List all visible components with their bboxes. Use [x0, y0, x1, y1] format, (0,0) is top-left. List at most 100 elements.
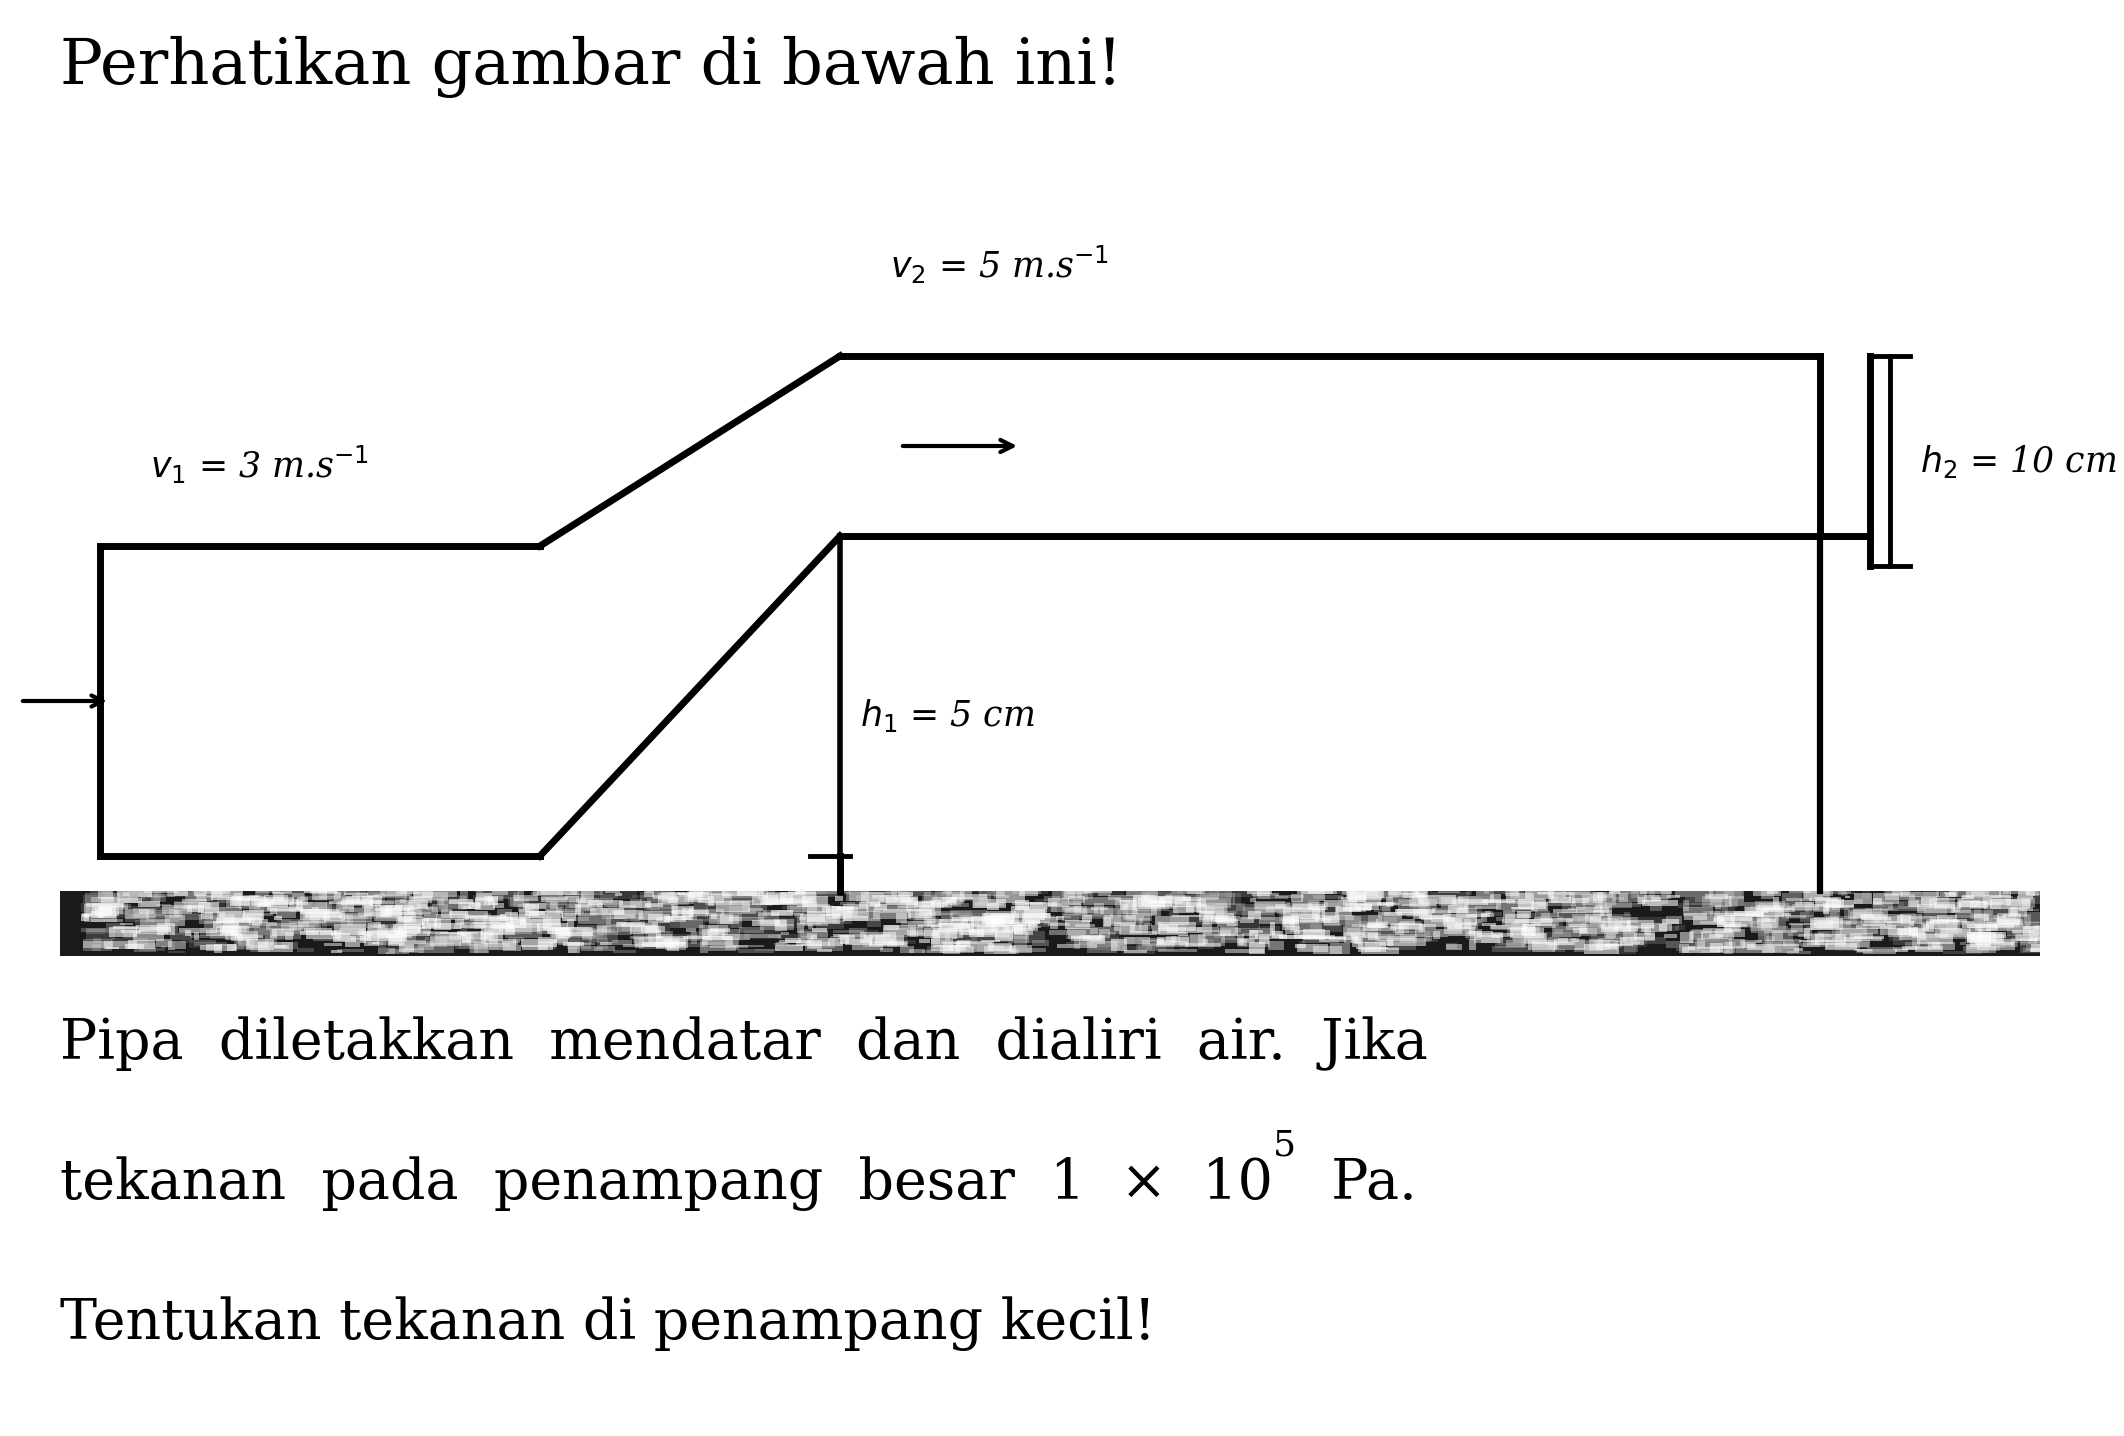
Bar — [1368, 915, 1378, 926]
Bar — [924, 918, 939, 923]
Bar — [1975, 913, 1988, 920]
Bar — [1145, 923, 1151, 926]
Bar — [1572, 913, 1589, 919]
Bar — [1723, 899, 1737, 908]
Bar — [1752, 885, 1782, 896]
Bar — [1449, 905, 1468, 913]
Bar — [121, 931, 142, 932]
Bar — [1124, 900, 1164, 908]
Bar — [680, 916, 705, 928]
Bar — [2003, 883, 2031, 893]
Bar — [98, 906, 117, 918]
Bar — [1661, 919, 1680, 925]
Bar — [1383, 916, 1398, 923]
Bar — [692, 886, 729, 898]
Bar — [338, 900, 374, 906]
Bar — [646, 926, 665, 932]
Bar — [1338, 896, 1344, 905]
Bar — [845, 939, 873, 945]
Bar — [1827, 916, 1856, 925]
Bar — [380, 890, 412, 898]
Bar — [1850, 933, 1873, 939]
Bar — [1090, 890, 1124, 896]
Bar — [321, 906, 344, 916]
Bar — [1062, 902, 1081, 910]
Bar — [251, 900, 268, 906]
Bar — [695, 900, 716, 906]
Bar — [1510, 889, 1521, 899]
Bar — [1444, 918, 1455, 922]
Bar — [1982, 899, 2003, 903]
Bar — [576, 906, 588, 910]
Bar — [1627, 920, 1655, 928]
Bar — [506, 929, 542, 938]
Bar — [1389, 935, 1425, 938]
Bar — [316, 903, 348, 912]
Bar — [1351, 933, 1366, 936]
Bar — [323, 915, 353, 926]
Bar — [1476, 890, 1493, 903]
Bar — [1421, 912, 1429, 915]
Bar — [960, 890, 964, 902]
Bar — [1897, 915, 1912, 920]
Bar — [2024, 926, 2048, 929]
Bar — [312, 932, 344, 935]
Bar — [796, 941, 830, 946]
Bar — [1538, 902, 1576, 906]
Bar — [140, 926, 170, 932]
Bar — [1243, 933, 1274, 936]
Bar — [130, 913, 166, 916]
Bar — [924, 919, 947, 926]
Bar — [1391, 923, 1421, 929]
Bar — [737, 886, 765, 896]
Bar — [342, 920, 374, 928]
Bar — [134, 920, 166, 926]
Bar — [1631, 889, 1640, 898]
Bar — [595, 948, 603, 951]
Bar — [1051, 887, 1075, 899]
Bar — [306, 912, 342, 918]
Bar — [1886, 922, 1914, 926]
Bar — [323, 943, 342, 946]
Bar — [1234, 928, 1272, 933]
Bar — [119, 906, 155, 912]
Bar — [544, 918, 561, 929]
Bar — [1119, 932, 1158, 935]
Bar — [537, 886, 576, 895]
Bar — [444, 900, 463, 910]
Bar — [1170, 915, 1209, 925]
Bar — [312, 908, 319, 910]
Bar — [234, 936, 255, 949]
Bar — [1412, 910, 1451, 919]
Bar — [85, 913, 117, 922]
Bar — [210, 890, 242, 900]
Bar — [206, 929, 236, 936]
Bar — [937, 923, 973, 932]
Bar — [138, 909, 155, 913]
Bar — [433, 919, 450, 929]
Bar — [909, 913, 928, 920]
Bar — [1145, 900, 1172, 903]
Bar — [242, 910, 263, 920]
Bar — [1612, 890, 1648, 902]
Bar — [1909, 916, 1935, 919]
Bar — [455, 925, 482, 929]
Bar — [1512, 920, 1519, 925]
Bar — [259, 900, 289, 906]
Bar — [1750, 922, 1786, 931]
Bar — [1727, 942, 1735, 954]
Bar — [1215, 913, 1234, 923]
Bar — [1576, 941, 1610, 949]
Bar — [1011, 885, 1017, 893]
Bar — [127, 941, 155, 949]
Bar — [185, 896, 212, 900]
Bar — [1158, 938, 1189, 945]
Bar — [1969, 913, 1986, 919]
Bar — [401, 948, 425, 954]
Bar — [1844, 908, 1882, 919]
Bar — [1593, 941, 1623, 948]
Bar — [1115, 898, 1136, 908]
Bar — [1255, 933, 1287, 939]
Bar — [1145, 905, 1172, 908]
Bar — [195, 893, 206, 902]
